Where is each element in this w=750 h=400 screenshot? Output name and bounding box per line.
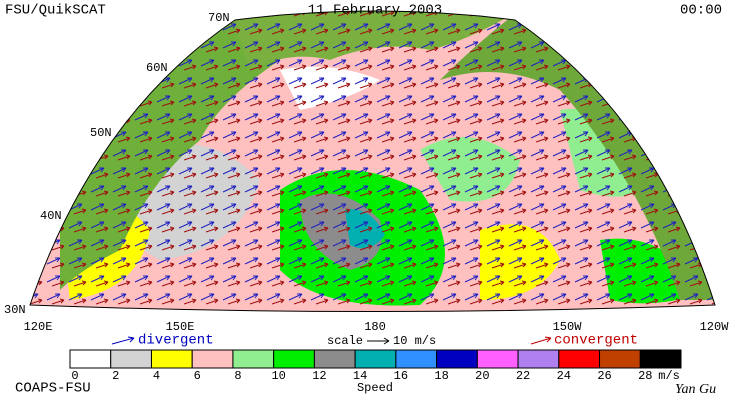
colorbar-tick-label: 6 xyxy=(194,369,201,383)
colorbar-tick-label: 18 xyxy=(434,369,448,383)
lat-label: 30N xyxy=(4,303,26,317)
colorbar-box xyxy=(232,349,275,369)
colorbar-title: Speed xyxy=(357,381,393,395)
colorbar-box xyxy=(436,349,478,369)
scale-arrow xyxy=(367,337,390,345)
colorbar: 0 2 4 6 8 10 12 14 16 18 20 22 24 26 28 m/s xyxy=(69,349,682,383)
legend-divergent: divergent xyxy=(138,333,214,349)
colorbar-box xyxy=(273,349,315,369)
colorbar-box xyxy=(558,349,601,369)
colorbar-tick-label: 28 xyxy=(638,369,652,383)
legend-convergent: convergent xyxy=(554,333,638,349)
colorbar-tick-label: 14 xyxy=(353,369,367,383)
colorbar-box xyxy=(395,349,438,369)
footer-right: Yan Gu xyxy=(675,382,716,397)
header-center: 11 February 2003 xyxy=(308,3,442,19)
lat-label: 40N xyxy=(40,209,62,223)
colorbar-box xyxy=(110,349,152,369)
colorbar-tick-label: 20 xyxy=(475,369,489,383)
colorbar-tick-label: 12 xyxy=(312,369,326,383)
colorbar-box xyxy=(150,349,193,369)
colorbar-unit: m/s xyxy=(658,369,680,383)
colorbar-box xyxy=(191,349,234,369)
lon-label: 150W xyxy=(553,320,583,334)
colorbar-box xyxy=(313,349,356,369)
footer-left: COAPS-FSU xyxy=(15,381,91,397)
colorbar-tick-label: 8 xyxy=(234,369,241,383)
colorbar-box xyxy=(476,349,519,369)
lat-label: 60N xyxy=(146,61,168,75)
colorbar-box xyxy=(517,349,560,369)
divergent-arrow xyxy=(111,336,135,345)
colorbar-box xyxy=(69,349,112,369)
header-right: 00:00 xyxy=(680,3,722,19)
colorbar-box xyxy=(354,349,397,369)
legend-scale: scale xyxy=(327,334,363,348)
legend-scale-value: 10 m/s xyxy=(393,334,436,348)
colorbar-tick-label: 26 xyxy=(597,369,611,383)
colorbar-tick-label: 22 xyxy=(516,369,530,383)
colorbar-tick-label: 4 xyxy=(153,369,160,383)
convergent-arrow xyxy=(530,336,552,345)
colorbar-tick-label: 16 xyxy=(394,369,408,383)
lat-label: 50N xyxy=(90,126,112,140)
colorbar-tick-label: 10 xyxy=(271,369,285,383)
lon-label: 120W xyxy=(700,320,730,334)
lon-label: 120E xyxy=(24,320,53,334)
lat-label: 70N xyxy=(208,11,230,25)
lon-label: 180 xyxy=(364,320,386,334)
colorbar-tick-label: 2 xyxy=(112,369,119,383)
map-border xyxy=(29,10,716,312)
lon-label: 150E xyxy=(166,320,195,334)
colorbar-tick-label: 0 xyxy=(71,369,78,383)
colorbar-box xyxy=(599,349,641,369)
colorbar-tick-label: 24 xyxy=(557,369,571,383)
header-left: FSU/QuikSCAT xyxy=(5,3,106,19)
colorbar-box xyxy=(639,349,682,369)
